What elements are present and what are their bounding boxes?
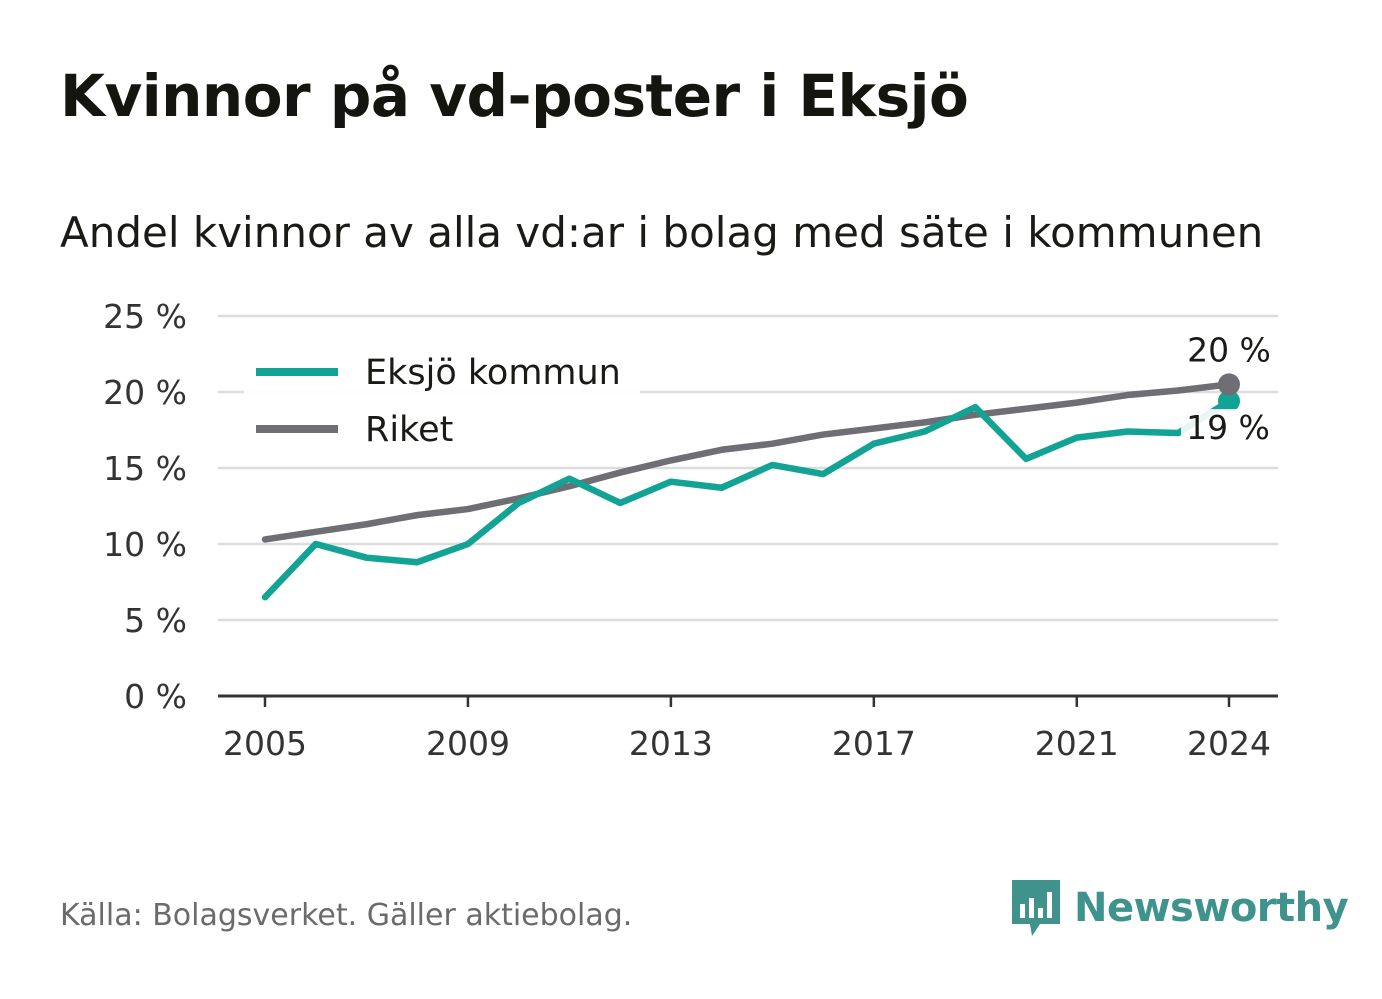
end-label-eksjo: 19 % — [1186, 408, 1270, 447]
y-tick-label: 20 % — [103, 373, 187, 412]
x-tick-label: 2005 — [223, 724, 307, 763]
legend-box — [244, 342, 640, 462]
legend: Eksjö kommun Riket — [244, 342, 640, 462]
line-chart: 0 %5 %10 %15 %20 %25 % 2005 2009 2013 2017 2… — [103, 297, 1278, 763]
end-label-riket: 20 % — [1187, 330, 1271, 369]
brand: Newsworthy — [1010, 876, 1349, 940]
end-marker-eksjo — [1218, 390, 1240, 413]
source-note: Källa: Bolagsverket. Gäller aktiebolag. — [60, 898, 633, 933]
series-line-eksjo — [261, 397, 1233, 601]
x-tick-label: 2017 — [832, 724, 916, 763]
series-line-riket — [261, 381, 1233, 543]
x-tick-label: 2009 — [426, 724, 510, 763]
y-tick-label: 15 % — [103, 449, 187, 488]
chart-subtitle: Andel kvinnor av alla vd:ar i bolag med … — [60, 208, 1264, 257]
y-tick-label: 10 % — [103, 525, 187, 564]
x-tick-label: 2024 — [1187, 724, 1271, 763]
y-tick-label: 5 % — [124, 601, 187, 640]
end-labels: 20 % 19 % — [1181, 330, 1271, 448]
y-axis-ticks: 0 % 5 % 10 % 15 % 20 % 25 % — [103, 297, 187, 716]
x-axis-ticks: 2005 2009 2013 2017 2021 2024 — [218, 694, 1278, 763]
chart-title: Kvinnor på vd-poster i Eksjö — [60, 62, 969, 130]
x-tick-label: 2013 — [629, 724, 713, 763]
legend-label: Eksjö kommun — [365, 353, 621, 393]
newsworthy-logo-icon — [1012, 880, 1060, 936]
end-marker-riket — [1218, 373, 1240, 396]
y-tick-label: 0 % — [124, 677, 187, 716]
legend-label: Riket — [365, 410, 453, 450]
brand-name: Newsworthy — [1074, 885, 1349, 931]
x-tick-label: 2021 — [1035, 724, 1119, 763]
series-lines — [261, 373, 1240, 601]
end-label-halo — [1181, 409, 1269, 448]
y-tick-label: 25 % — [103, 297, 187, 336]
